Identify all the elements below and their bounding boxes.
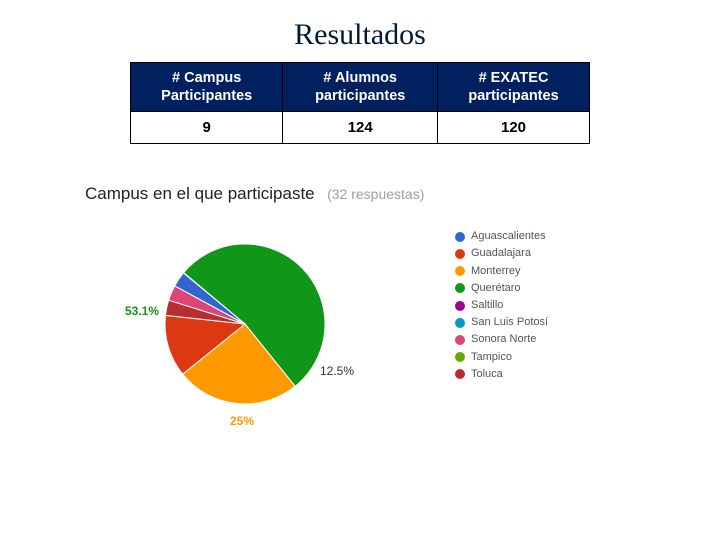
chart-section: Campus en el que participaste (32 respue… (85, 184, 720, 424)
legend-item: Sonora Norte (455, 333, 548, 346)
pie-svg (115, 224, 375, 424)
pie-chart: 53.1%25%12.5% (115, 224, 375, 424)
stats-table: # Campus Participantes # Alumnos partici… (130, 62, 590, 144)
legend-item: Aguascalientes (455, 230, 548, 243)
legend-item: San Luis Potosí (455, 316, 548, 329)
legend-label: Sonora Norte (471, 333, 536, 346)
th-alumnos: # Alumnos participantes (283, 63, 438, 112)
legend-dot-icon (455, 266, 465, 276)
pie-callout: 25% (230, 414, 254, 428)
page-title: Resultados (0, 18, 720, 52)
chart-heading: Campus en el que participaste (85, 184, 315, 203)
legend-item: Monterrey (455, 265, 548, 278)
legend-dot-icon (455, 369, 465, 379)
td-exatec: 120 (438, 112, 590, 144)
legend-dot-icon (455, 352, 465, 362)
legend: Aguascalientes Guadalajara Monterrey Querét… (455, 230, 548, 385)
legend-label: Tampico (471, 351, 512, 364)
td-alumnos: 124 (283, 112, 438, 144)
legend-dot-icon (455, 283, 465, 293)
pie-callout: 12.5% (320, 364, 354, 378)
th-exatec: # EXATEC participantes (438, 63, 590, 112)
th-campus: # Campus Participantes (131, 63, 283, 112)
td-campus: 9 (131, 112, 283, 144)
legend-label: Aguascalientes (471, 230, 546, 243)
legend-label: Saltillo (471, 299, 503, 312)
legend-label: Toluca (471, 368, 503, 381)
chart-subtitle: (32 respuestas) (327, 186, 424, 202)
legend-item: Guadalajara (455, 247, 548, 260)
pie-callout: 53.1% (125, 304, 159, 318)
legend-dot-icon (455, 301, 465, 311)
legend-label: San Luis Potosí (471, 316, 548, 329)
legend-label: Querétaro (471, 282, 521, 295)
legend-item: Querétaro (455, 282, 548, 295)
legend-dot-icon (455, 249, 465, 259)
legend-item: Toluca (455, 368, 548, 381)
legend-item: Tampico (455, 351, 548, 364)
legend-item: Saltillo (455, 299, 548, 312)
legend-label: Monterrey (471, 265, 521, 278)
legend-dot-icon (455, 335, 465, 345)
legend-label: Guadalajara (471, 247, 531, 260)
legend-dot-icon (455, 318, 465, 328)
legend-dot-icon (455, 232, 465, 242)
